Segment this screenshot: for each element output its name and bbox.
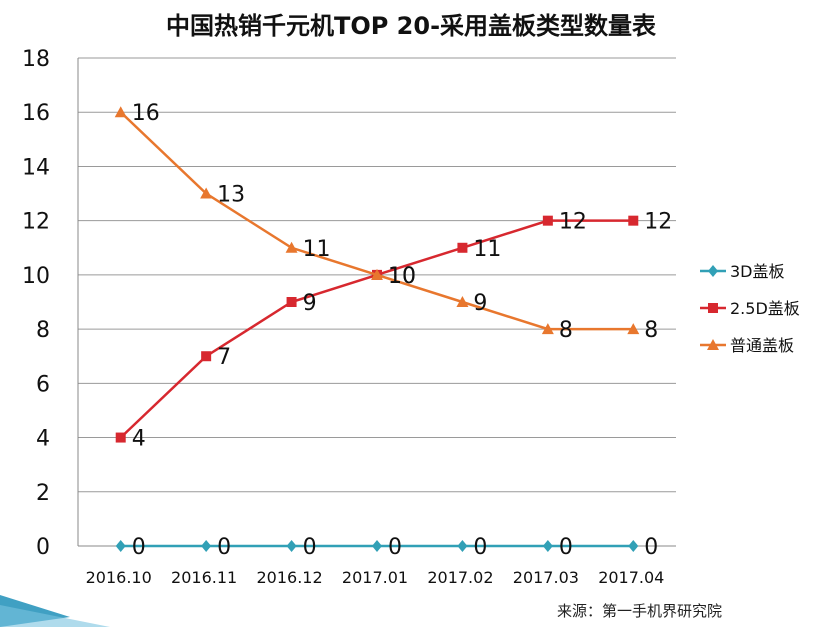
y-tick-label: 12: [22, 210, 50, 235]
data-point: [286, 540, 297, 552]
data-point: [115, 540, 126, 552]
data-label: 9: [303, 291, 317, 316]
data-point: [627, 323, 640, 335]
y-tick-label: 2: [36, 481, 50, 506]
y-tick-label: 18: [22, 47, 50, 72]
data-label: 12: [559, 210, 587, 235]
y-tick-label: 0: [36, 535, 50, 560]
data-point: [628, 540, 639, 552]
data-point: [542, 540, 553, 552]
data-point: [372, 540, 382, 552]
data-point: [628, 215, 639, 226]
data-label: 9: [473, 291, 487, 316]
data-label: 7: [217, 345, 231, 370]
data-label: 11: [303, 237, 331, 262]
data-label: 16: [132, 101, 160, 126]
y-tick-label: 8: [36, 318, 50, 343]
y-tick-label: 10: [22, 264, 50, 289]
data-point: [285, 241, 298, 253]
data-label: 11: [473, 237, 501, 262]
y-tick-label: 14: [22, 155, 50, 180]
data-point: [115, 432, 126, 443]
legend-marker: [707, 339, 719, 350]
data-point: [457, 242, 468, 253]
data-point: [542, 215, 553, 226]
data-point: [200, 187, 213, 199]
data-point: [286, 297, 297, 307]
data-label: 0: [473, 535, 487, 560]
data-point: [456, 296, 469, 307]
data-point: [201, 351, 212, 362]
x-tick-label: 2017.01: [342, 568, 408, 587]
data-label: 0: [217, 535, 231, 560]
x-tick-label: 2017.02: [427, 568, 493, 587]
y-tick-label: 6: [36, 372, 50, 397]
legend-label: 3D盖板: [730, 262, 785, 281]
y-tick-label: 16: [22, 101, 50, 126]
data-label: 0: [388, 535, 402, 560]
data-point: [201, 540, 212, 552]
data-point: [541, 323, 554, 335]
x-tick-label: 2016.10: [86, 568, 152, 587]
data-label: 8: [644, 318, 658, 343]
data-label: 10: [388, 264, 416, 289]
x-tick-label: 2017.03: [513, 568, 579, 587]
x-tick-label: 2016.12: [256, 568, 322, 587]
data-label: 13: [217, 183, 245, 208]
legend-label: 2.5D盖板: [730, 299, 800, 318]
data-label: 0: [132, 535, 146, 560]
corner-decoration: [0, 595, 110, 627]
legend-label: 普通盖板: [730, 336, 794, 355]
data-label: 8: [559, 318, 573, 343]
data-point: [457, 540, 468, 552]
data-label: 4: [132, 427, 146, 452]
data-label: 10: [388, 264, 416, 289]
chart-title: 中国热销千元机TOP 20-采用盖板类型数量表: [165, 12, 657, 40]
data-point: [114, 106, 127, 118]
data-label: 0: [559, 535, 573, 560]
y-tick-label: 4: [36, 427, 50, 452]
data-label: 12: [644, 210, 672, 235]
data-label: 0: [644, 535, 658, 560]
legend-marker: [708, 265, 718, 277]
x-tick-label: 2017.04: [598, 568, 664, 587]
axes: 0 2 4 6 8 10 12 14 16 18 2016.10 2016.11 2016.12 2017…: [22, 47, 676, 587]
source-note: 来源：第一手机界研究院: [556, 602, 722, 620]
data-label: 0: [303, 535, 317, 560]
x-tick-label: 2016.11: [171, 568, 237, 587]
series-layer: [114, 106, 640, 552]
legend-marker: [708, 303, 718, 313]
data-point: [371, 268, 383, 280]
